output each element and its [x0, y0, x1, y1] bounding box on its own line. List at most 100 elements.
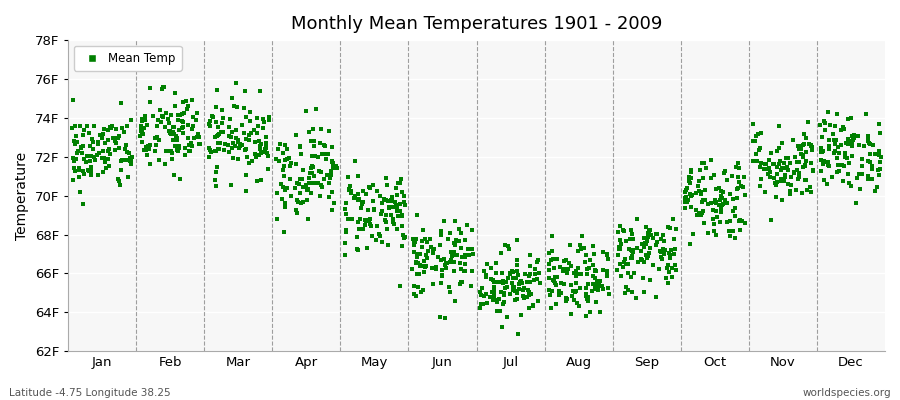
- Point: [556, 280, 571, 287]
- Point: [736, 174, 751, 180]
- Point: [391, 180, 405, 186]
- Point: [823, 163, 837, 169]
- Point: [749, 151, 763, 158]
- Point: [134, 125, 148, 131]
- Point: [523, 279, 537, 286]
- Point: [728, 205, 742, 211]
- Point: [806, 147, 820, 154]
- Point: [860, 158, 875, 164]
- Point: [367, 206, 382, 213]
- Point: [562, 260, 577, 266]
- Point: [314, 126, 328, 133]
- Point: [573, 246, 588, 252]
- Point: [639, 252, 653, 258]
- Point: [325, 158, 339, 164]
- Point: [570, 299, 584, 306]
- Point: [830, 154, 844, 161]
- Point: [157, 84, 171, 90]
- Point: [662, 254, 677, 261]
- Point: [224, 182, 238, 188]
- Point: [625, 289, 639, 295]
- Point: [277, 163, 292, 169]
- Point: [269, 189, 284, 196]
- Point: [799, 177, 814, 184]
- Point: [364, 221, 378, 227]
- Point: [253, 146, 267, 153]
- Point: [694, 191, 708, 198]
- Point: [407, 241, 421, 248]
- Point: [477, 268, 491, 274]
- Point: [850, 175, 864, 181]
- Point: [220, 142, 235, 148]
- Point: [444, 257, 458, 263]
- Point: [783, 182, 797, 188]
- Point: [238, 88, 252, 94]
- Point: [745, 137, 760, 144]
- Point: [363, 185, 377, 191]
- Point: [497, 299, 511, 306]
- Point: [210, 132, 224, 139]
- Point: [589, 268, 603, 274]
- Point: [796, 131, 811, 137]
- Point: [458, 254, 473, 260]
- Point: [72, 166, 86, 173]
- Point: [312, 192, 327, 199]
- Point: [445, 253, 459, 259]
- Point: [419, 255, 434, 261]
- Point: [411, 284, 426, 290]
- Point: [508, 288, 522, 294]
- Point: [221, 149, 236, 155]
- Point: [369, 237, 383, 243]
- Point: [405, 265, 419, 272]
- Point: [96, 126, 111, 132]
- Point: [582, 309, 597, 315]
- Point: [495, 270, 509, 276]
- Point: [261, 153, 275, 160]
- Point: [775, 197, 789, 203]
- Point: [579, 290, 593, 297]
- Point: [436, 273, 450, 280]
- Point: [245, 158, 259, 164]
- Point: [600, 252, 615, 258]
- Point: [239, 154, 254, 160]
- Point: [434, 232, 448, 238]
- Point: [506, 275, 520, 281]
- Point: [473, 304, 488, 311]
- Point: [618, 290, 633, 296]
- Point: [121, 174, 135, 180]
- Point: [462, 252, 476, 258]
- Point: [454, 266, 468, 272]
- Point: [511, 286, 526, 292]
- Point: [176, 130, 190, 136]
- Point: [156, 112, 170, 119]
- Point: [179, 98, 194, 104]
- Point: [235, 142, 249, 148]
- Point: [616, 264, 630, 270]
- Point: [599, 271, 614, 278]
- Point: [87, 154, 102, 160]
- Point: [294, 151, 309, 157]
- Point: [457, 252, 472, 258]
- Point: [434, 228, 448, 234]
- Point: [684, 204, 698, 210]
- Point: [517, 287, 531, 293]
- Point: [325, 159, 339, 166]
- Point: [324, 170, 338, 177]
- Point: [254, 150, 268, 157]
- Point: [621, 260, 635, 267]
- Point: [437, 315, 452, 321]
- Point: [352, 196, 366, 202]
- Point: [625, 230, 639, 237]
- Point: [365, 232, 380, 239]
- Point: [76, 170, 91, 177]
- Point: [567, 297, 581, 304]
- Point: [724, 173, 739, 179]
- Point: [630, 216, 644, 222]
- Point: [509, 257, 524, 263]
- Point: [618, 238, 633, 244]
- Point: [738, 220, 752, 226]
- Point: [746, 157, 760, 164]
- Point: [410, 254, 424, 260]
- Point: [181, 103, 195, 109]
- Point: [506, 287, 520, 294]
